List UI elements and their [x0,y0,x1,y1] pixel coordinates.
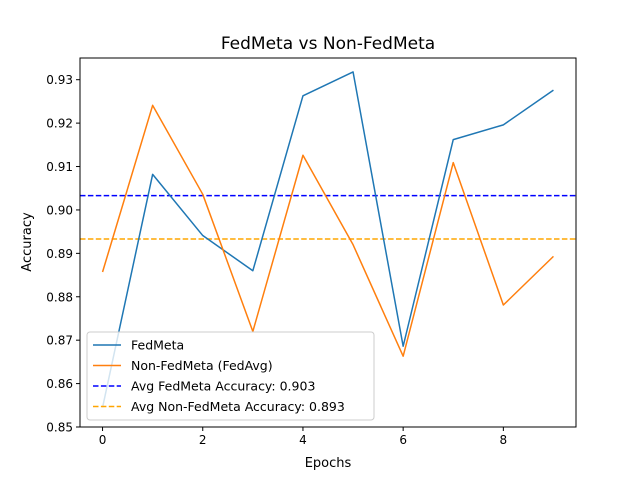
y-tick-label: 0.91 [46,160,73,174]
x-axis: 0 2 4 6 8 [99,427,507,447]
x-tick-label: 2 [199,433,207,447]
x-axis-label: Epochs [305,456,352,471]
y-tick-label: 0.92 [46,117,73,131]
y-tick-label: 0.90 [46,203,73,217]
x-tick-label: 4 [299,433,307,447]
series-line-0 [101,71,554,408]
x-tick-label: 8 [500,433,508,447]
x-tick-label: 6 [399,433,407,447]
legend: FedMeta Non-FedMeta (FedAvg) Avg FedMeta A… [86,331,375,421]
legend-box [86,331,375,421]
legend-label: Avg FedMeta Accuracy: 0.903 [131,379,315,394]
legend-label: Avg Non-FedMeta Accuracy: 0.893 [131,399,345,414]
legend-label: Non-FedMeta (FedAvg) [131,358,273,373]
y-tick-label: 0.89 [46,247,73,261]
legend-label: FedMeta [131,338,184,353]
y-axis: 0.85 0.86 0.87 0.88 0.89 0.90 0.91 0.92 0.93 [46,73,80,435]
chart-title: FedMeta vs Non-FedMeta [221,34,435,54]
x-tick-label: 0 [99,433,107,447]
y-tick-label: 0.93 [46,73,73,87]
y-tick-label: 0.86 [46,377,73,391]
series-line-1 [101,104,554,357]
y-tick-label: 0.88 [46,290,73,304]
y-axis-label: Accuracy [20,212,35,272]
axes-frame [79,57,577,428]
plot-area [80,71,576,408]
y-tick-label: 0.85 [46,421,73,435]
y-tick-label: 0.87 [46,334,73,348]
